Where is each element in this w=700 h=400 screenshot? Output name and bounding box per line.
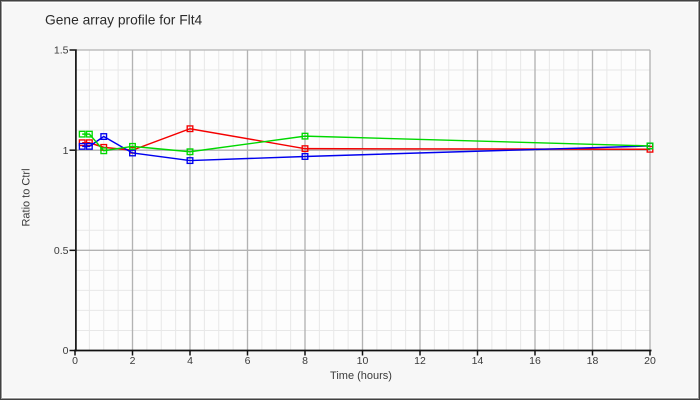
svg-text:Ratio to Ctrl: Ratio to Ctrl: [21, 168, 33, 226]
svg-text:20: 20: [644, 355, 656, 367]
svg-text:2: 2: [130, 355, 136, 367]
svg-text:16: 16: [529, 355, 541, 367]
svg-text:1: 1: [63, 145, 69, 157]
svg-text:Gene array profile for Flt4: Gene array profile for Flt4: [45, 13, 203, 28]
svg-text:0: 0: [72, 355, 78, 367]
svg-text:12: 12: [414, 355, 426, 367]
svg-text:1.5: 1.5: [54, 45, 69, 57]
svg-text:4: 4: [187, 355, 193, 367]
svg-text:Time (hours): Time (hours): [330, 370, 392, 382]
svg-text:18: 18: [587, 355, 599, 367]
svg-text:0: 0: [63, 345, 69, 357]
svg-text:0.5: 0.5: [54, 245, 69, 257]
svg-text:14: 14: [472, 355, 484, 367]
svg-text:8: 8: [302, 355, 308, 367]
svg-text:6: 6: [245, 355, 251, 367]
svg-text:10: 10: [357, 355, 369, 367]
